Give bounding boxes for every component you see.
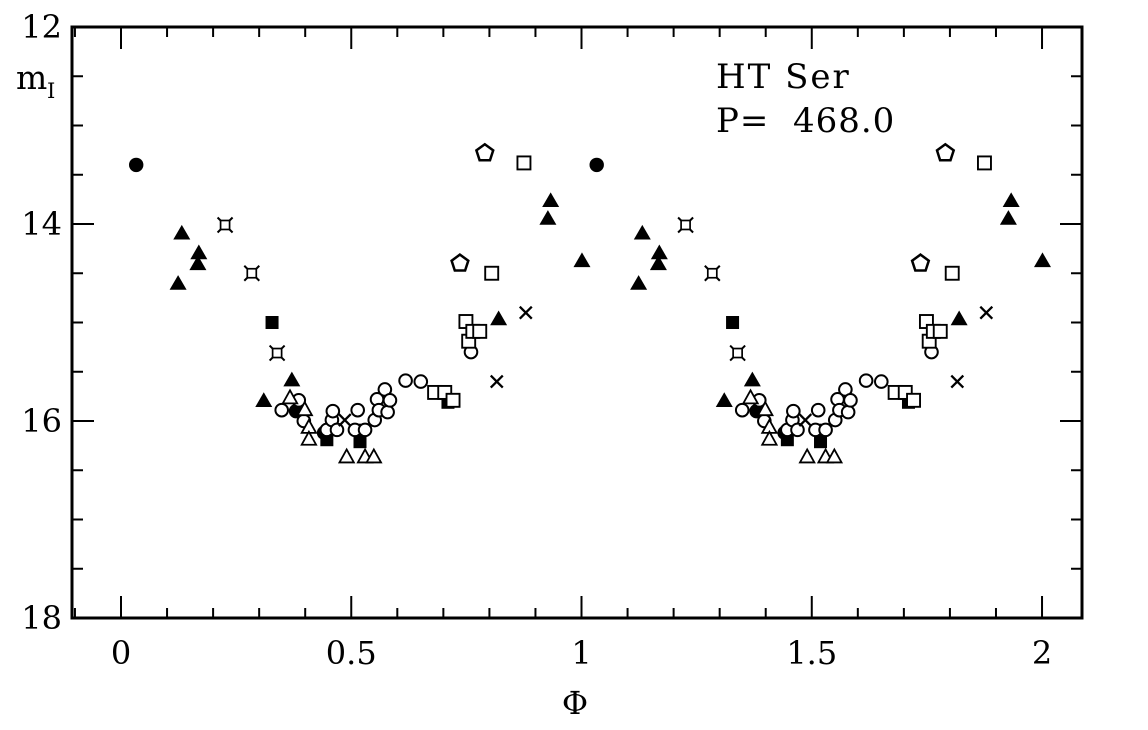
data-point-filled-square <box>353 435 367 449</box>
y-tick-label: 16 <box>21 402 62 440</box>
data-point-open-triangle <box>756 400 774 417</box>
data-point-open-square <box>932 323 948 339</box>
data-point-open-circle <box>790 422 805 438</box>
data-point-star-square <box>680 219 691 231</box>
data-point-filled-triangle <box>542 192 560 208</box>
data-point-filled-triangle <box>190 244 208 260</box>
data-point-filled-triangle <box>255 392 273 407</box>
plot-generated-layer: 0 0.5 1 1.5 2 12 14 16 18 <box>21 8 1084 672</box>
data-point-filled-triangle <box>1002 192 1020 208</box>
data-point-filled-triangle <box>630 275 648 290</box>
data-point-open-circle <box>810 402 826 418</box>
data-point-filled-triangle <box>1033 252 1051 268</box>
data-point-open-triangle <box>281 388 299 405</box>
data-point-open-circle <box>734 402 750 418</box>
x-tick-label: 1.5 <box>786 634 837 672</box>
data-point-open-triangle <box>798 447 816 464</box>
data-point-filled-triangle <box>650 244 668 260</box>
data-point-open-circle <box>350 402 366 418</box>
x-tick-label: 1 <box>571 634 591 672</box>
data-point-open-circle <box>858 373 874 388</box>
data-point-open-triangle <box>365 447 383 464</box>
data-point-filled-triangle <box>999 210 1017 225</box>
data-point-filled-triangle <box>649 255 667 271</box>
y-axis-label: m <box>16 58 47 97</box>
data-point-open-pentagon <box>474 142 495 162</box>
data-point-open-circle <box>786 403 801 419</box>
data-point-open-square <box>906 392 921 408</box>
star-name-title: HT Ser <box>716 57 851 97</box>
data-point-filled-square <box>265 316 279 329</box>
data-point-open-circle <box>357 422 373 438</box>
data-point-filled-square <box>814 435 828 449</box>
data-point-filled-triangle <box>169 275 187 290</box>
data-point-open-triangle <box>337 447 356 464</box>
data-point-cross <box>518 305 533 320</box>
data-point-filled-triangle <box>715 392 733 407</box>
data-point-open-square <box>977 155 992 171</box>
data-point-open-triangle <box>825 447 844 464</box>
data-point-open-triangle <box>296 400 314 417</box>
data-point-open-circle <box>325 403 341 419</box>
data-point-open-circle <box>380 404 395 420</box>
data-point-cross <box>337 413 352 427</box>
data-point-open-circle <box>843 393 858 408</box>
data-point-open-square <box>944 265 960 281</box>
data-point-open-circle <box>874 374 889 389</box>
y-tick-label: 14 <box>21 205 62 243</box>
data-point-open-circle <box>398 373 413 388</box>
data-point-open-triangle <box>760 429 779 446</box>
y-tick-label: 18 <box>21 599 62 637</box>
data-point-star-square <box>246 267 258 279</box>
data-point-filled-triangle <box>189 255 207 271</box>
x-tick-label: 0 <box>111 634 131 672</box>
data-point-filled-square <box>726 316 740 329</box>
data-point-open-pentagon <box>450 253 470 272</box>
x-tick-label: 0.5 <box>326 634 377 672</box>
data-point-open-square <box>472 323 488 339</box>
data-point-open-square <box>516 155 532 171</box>
data-point-open-triangle <box>741 388 760 405</box>
data-point-filled-triangle <box>950 310 968 326</box>
x-axis-label: Φ <box>562 684 588 722</box>
data-point-filled-triangle <box>573 252 591 268</box>
data-point-open-circle <box>840 404 856 420</box>
data-point-star-square <box>271 347 283 359</box>
data-point-cross <box>489 374 504 389</box>
data-point-cross <box>979 305 994 320</box>
data-point-cross <box>950 374 965 389</box>
data-point-star-square <box>706 267 718 279</box>
data-point-open-circle <box>329 422 345 438</box>
data-point-filled-circle <box>128 157 144 173</box>
data-point-cross <box>798 413 813 427</box>
data-point-filled-triangle <box>743 371 761 387</box>
data-point-open-circle <box>382 393 398 408</box>
data-point-filled-triangle <box>173 224 191 240</box>
data-point-star-square <box>732 347 743 359</box>
x-tick-label: 2 <box>1032 634 1052 672</box>
data-point-filled-triangle <box>539 210 557 225</box>
data-point-open-square <box>445 392 461 408</box>
data-point-open-circle <box>818 422 833 438</box>
data-point-star-square <box>219 219 231 231</box>
data-point-open-circle <box>274 402 290 418</box>
data-point-open-pentagon <box>935 142 956 162</box>
period-title: P= 468.0 <box>716 101 895 141</box>
data-point-filled-circle <box>589 157 604 173</box>
y-tick-label: 12 <box>21 8 62 46</box>
y-axis-label-subscript: I <box>47 79 55 103</box>
data-point-open-square <box>484 265 500 281</box>
data-point-filled-triangle <box>633 224 651 240</box>
data-point-open-pentagon <box>910 253 931 272</box>
data-point-open-circle <box>413 374 429 389</box>
data-point-filled-triangle <box>490 310 508 326</box>
data-point-filled-triangle <box>283 371 301 387</box>
data-point-open-triangle <box>300 429 318 446</box>
